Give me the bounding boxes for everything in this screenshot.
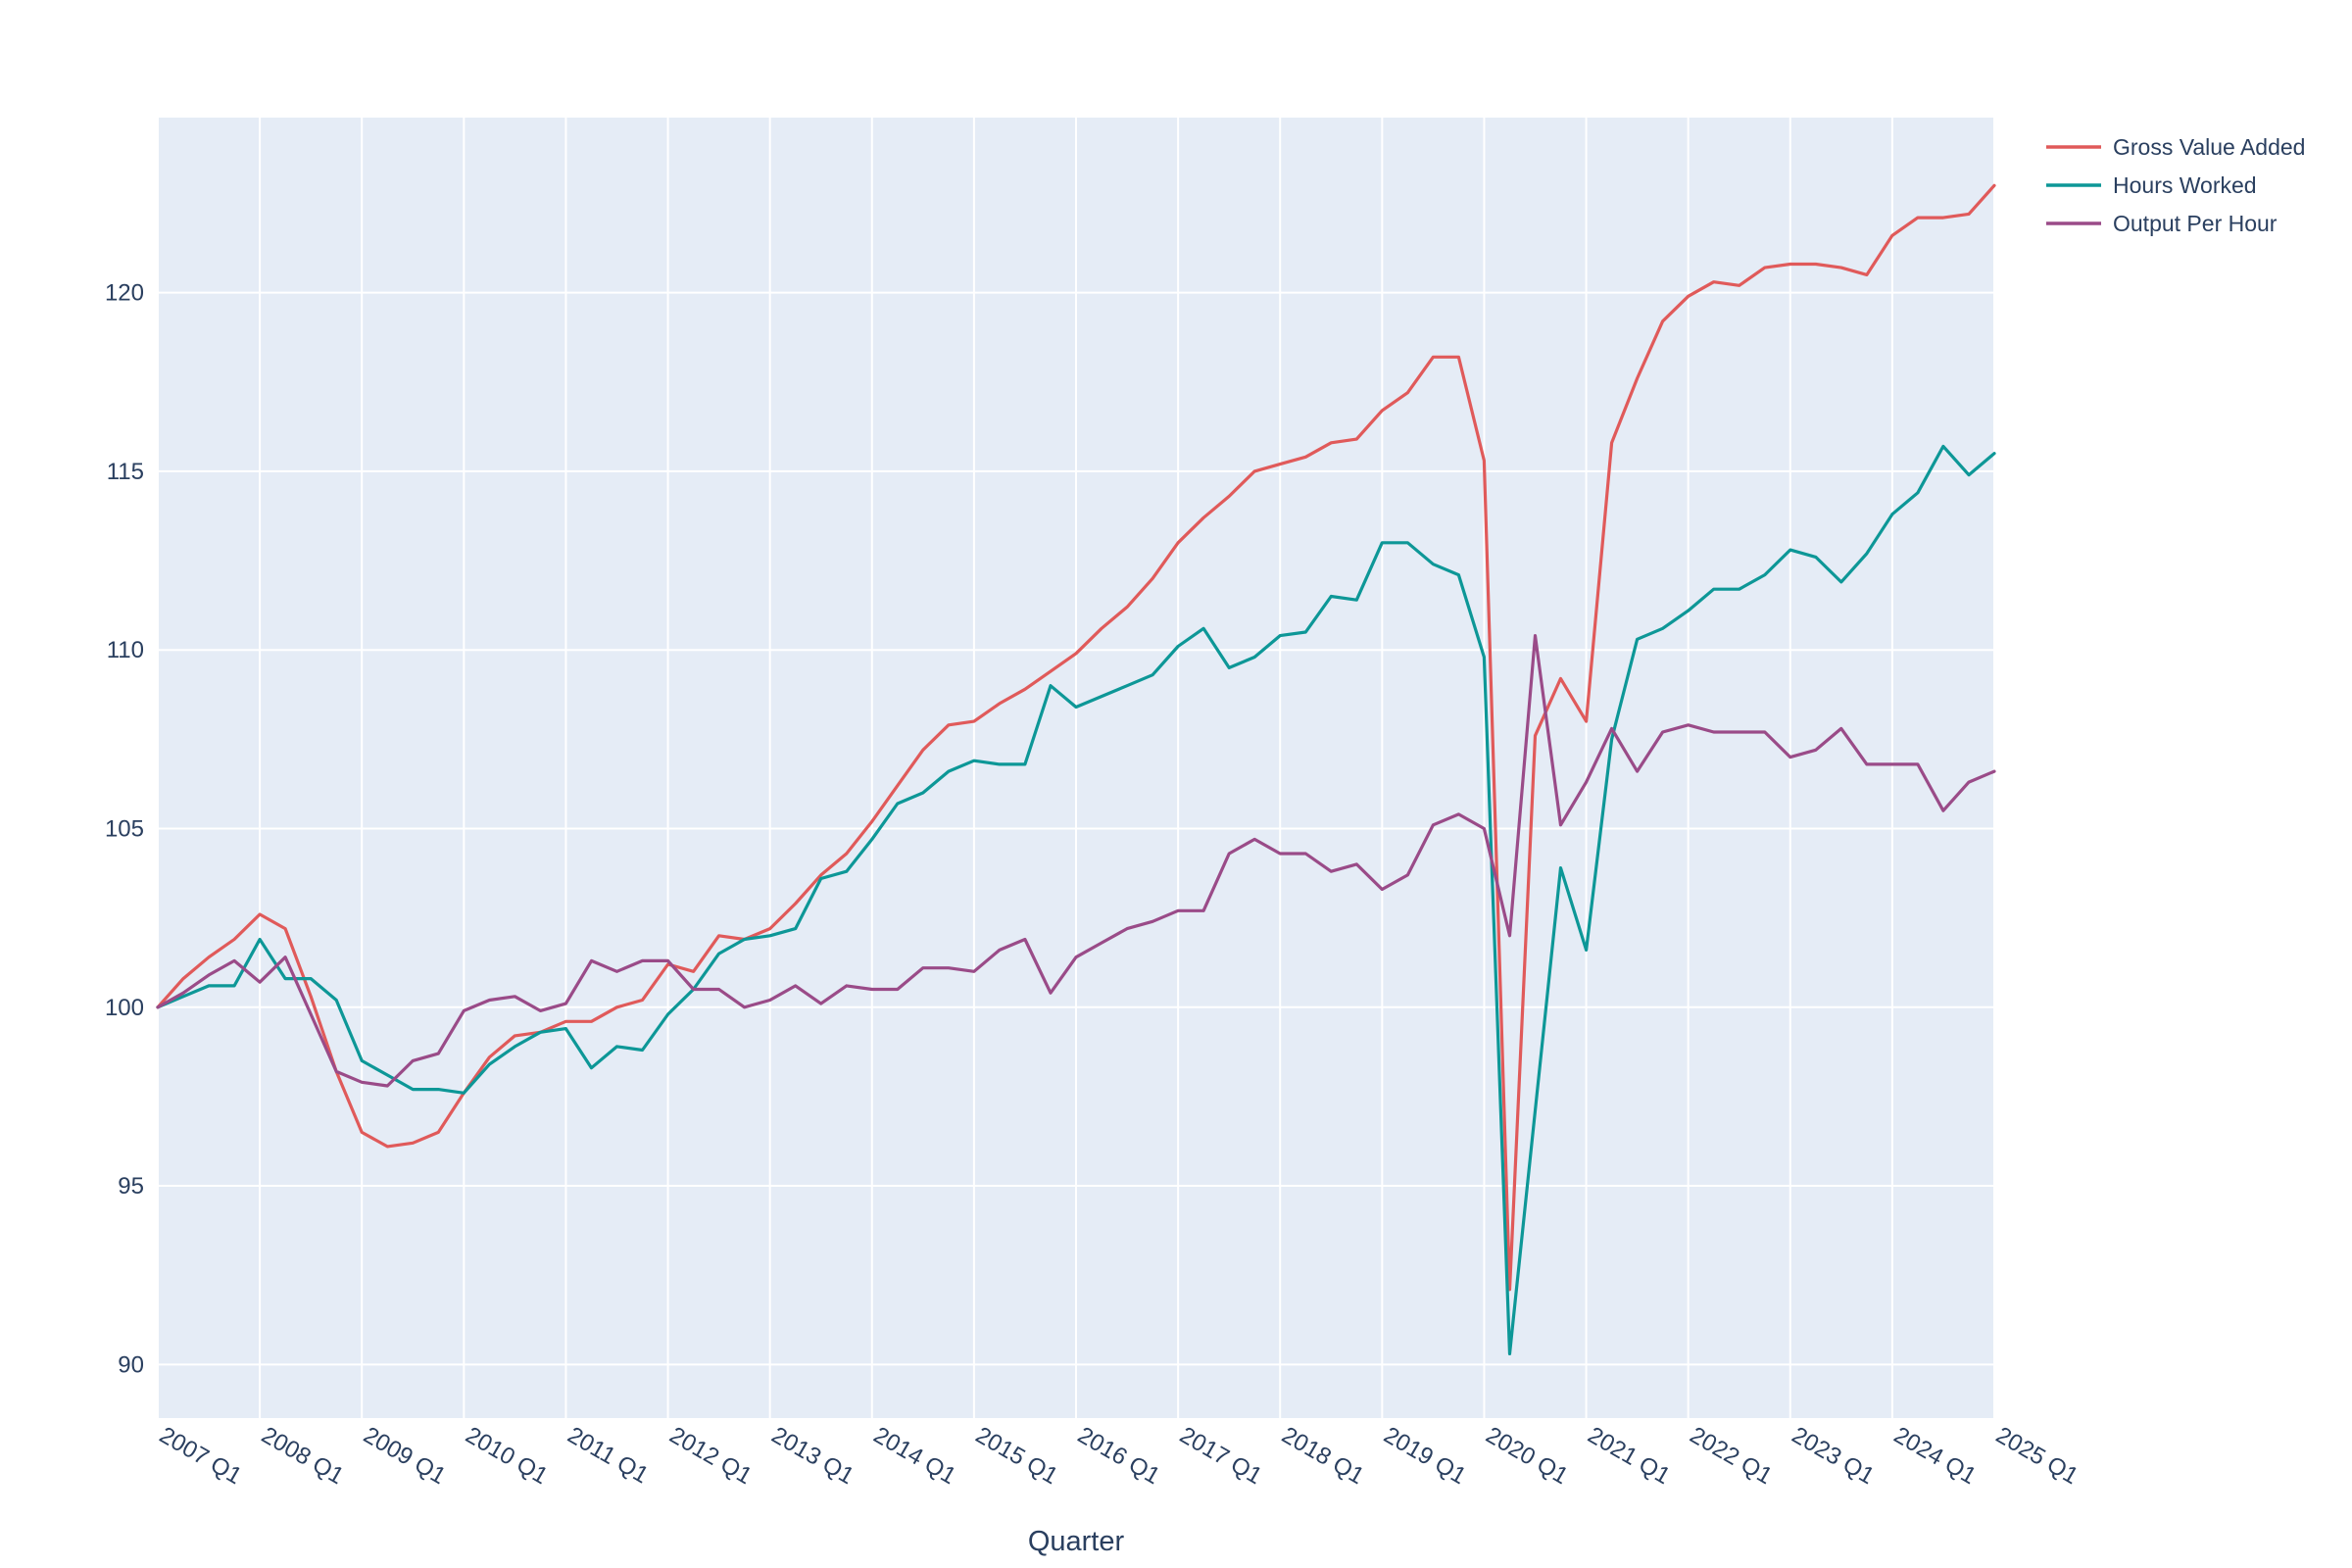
series-layer — [156, 183, 1996, 1356]
legend-label: Hours Worked — [2113, 172, 2257, 198]
y-tick-label: 95 — [118, 1173, 144, 1200]
x-tick-label: 2011 Q1 — [563, 1422, 653, 1490]
series-line-hours-worked[interactable] — [156, 444, 1996, 1356]
x-tick-label: 2018 Q1 — [1277, 1422, 1368, 1490]
x-tick-label: 2009 Q1 — [359, 1422, 450, 1490]
y-axis-ticks: 90 95 100 105 110 115 120 — [105, 280, 144, 1379]
y-tick-label: 120 — [105, 280, 144, 307]
grid-layer — [157, 118, 1995, 1418]
x-tick-label: 2013 Q1 — [767, 1422, 858, 1490]
x-axis-ticks: 2007 Q1 2008 Q1 2009 Q1 2010 Q1 2011 Q1 2012 … — [155, 1422, 2082, 1490]
legend[interactable]: Gross Value Added Hours Worked Output Per … — [2046, 134, 2305, 236]
x-tick-label: 2025 Q1 — [1991, 1422, 2082, 1490]
y-tick-label: 115 — [107, 459, 144, 485]
x-tick-label: 2016 Q1 — [1073, 1422, 1164, 1490]
legend-item-output-per-hour[interactable]: Output Per Hour — [2046, 211, 2278, 236]
x-tick-label: 2017 Q1 — [1175, 1422, 1266, 1490]
legend-item-hours-worked[interactable]: Hours Worked — [2046, 172, 2257, 198]
x-tick-label: 2007 Q1 — [155, 1422, 246, 1490]
x-tick-label: 2023 Q1 — [1788, 1422, 1879, 1490]
x-tick-label: 2019 Q1 — [1379, 1422, 1470, 1490]
x-tick-label: 2022 Q1 — [1686, 1422, 1777, 1490]
x-tick-label: 2024 Q1 — [1889, 1422, 1981, 1490]
x-tick-label: 2015 Q1 — [971, 1422, 1062, 1490]
legend-item-gross-value-added[interactable]: Gross Value Added — [2046, 134, 2305, 160]
x-tick-label: 2008 Q1 — [257, 1422, 348, 1490]
x-tick-label: 2014 Q1 — [869, 1422, 960, 1490]
x-tick-label: 2012 Q1 — [665, 1422, 757, 1490]
x-tick-label: 2021 Q1 — [1584, 1422, 1675, 1490]
y-tick-label: 105 — [105, 815, 144, 842]
series-line-output-per-hour[interactable] — [156, 633, 1996, 1088]
y-tick-label: 90 — [118, 1351, 144, 1378]
x-tick-label: 2010 Q1 — [461, 1422, 552, 1490]
x-tick-label: 2020 Q1 — [1481, 1422, 1572, 1490]
y-tick-label: 100 — [105, 995, 144, 1021]
y-tick-label: 110 — [107, 637, 144, 663]
legend-label: Gross Value Added — [2113, 134, 2305, 160]
x-axis-title: Quarter — [1028, 1526, 1125, 1557]
legend-label: Output Per Hour — [2113, 211, 2278, 236]
